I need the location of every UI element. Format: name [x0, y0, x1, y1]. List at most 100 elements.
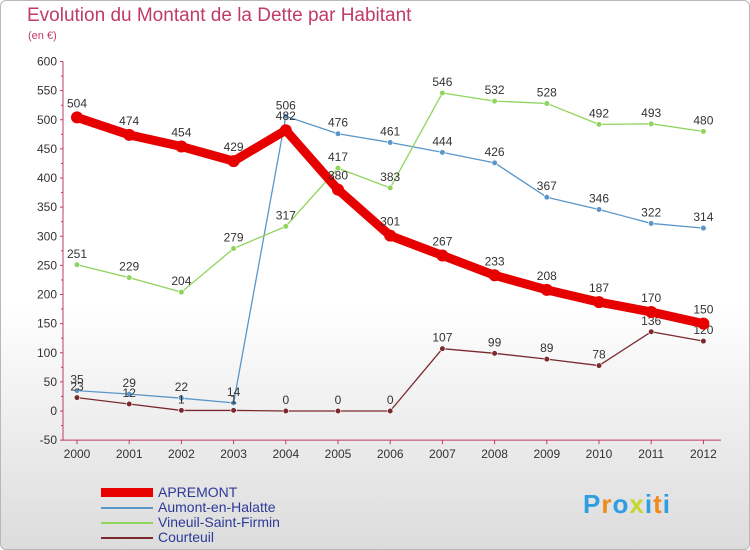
logo-letter: o	[612, 489, 630, 519]
legend-label: Vineuil-Saint-Firmin	[158, 514, 280, 530]
y-tick-label: 450	[37, 142, 57, 156]
data-label: 367	[537, 179, 557, 193]
legend-swatch	[101, 488, 153, 497]
data-point	[645, 305, 658, 318]
data-point	[491, 98, 498, 105]
data-point	[439, 345, 446, 352]
data-label: 317	[276, 208, 296, 222]
data-point	[334, 407, 342, 415]
data-label: 89	[540, 341, 554, 355]
x-tick-label: 2001	[116, 447, 143, 461]
data-point	[73, 387, 81, 394]
data-label: 546	[432, 75, 452, 89]
data-label: 107	[432, 331, 452, 345]
data-point	[700, 338, 707, 345]
data-point	[279, 124, 292, 137]
data-point	[543, 194, 550, 201]
data-point	[126, 391, 133, 398]
data-label: 0	[282, 393, 289, 407]
legend-swatch	[101, 507, 153, 509]
data-label: 1	[178, 392, 185, 406]
data-label: 474	[119, 114, 139, 128]
data-label: 380	[328, 169, 348, 183]
x-tick-label: 2000	[64, 447, 91, 461]
data-label: 279	[224, 230, 244, 244]
x-tick-label: 2009	[533, 447, 560, 461]
logo-letter: i	[662, 489, 671, 519]
x-tick-label: 2008	[481, 447, 508, 461]
x-tick-label: 2005	[325, 447, 352, 461]
data-point	[595, 206, 603, 213]
data-point	[123, 128, 136, 141]
data-point	[595, 362, 603, 369]
y-tick-label: 300	[37, 229, 57, 243]
data-label: 204	[171, 274, 191, 288]
data-point	[230, 245, 237, 252]
data-point	[282, 407, 289, 415]
data-label: 480	[693, 113, 713, 127]
data-label: 99	[488, 335, 502, 349]
data-point	[178, 395, 185, 402]
data-label: 429	[224, 140, 244, 154]
data-point	[334, 164, 342, 172]
data-point	[491, 159, 498, 166]
data-point	[332, 183, 344, 196]
data-point	[178, 407, 185, 414]
data-point	[71, 111, 83, 124]
data-label: 322	[641, 205, 661, 219]
x-tick-label: 2006	[377, 447, 404, 461]
data-point	[230, 407, 237, 414]
data-point	[334, 130, 342, 137]
x-tick-label: 2004	[272, 447, 299, 461]
data-point	[175, 140, 188, 153]
data-point	[230, 399, 237, 406]
x-tick-label: 2002	[168, 447, 195, 461]
data-point	[384, 229, 397, 242]
data-point	[595, 121, 603, 128]
logo-letter: i	[644, 489, 654, 519]
data-label: 301	[380, 215, 400, 229]
y-tick-label: 200	[37, 288, 57, 302]
y-tick-label: 150	[37, 317, 57, 331]
y-tick-label: 400	[37, 171, 57, 185]
data-point	[648, 120, 655, 127]
data-point	[439, 89, 446, 97]
data-label: 12	[123, 386, 137, 400]
data-label: 426	[485, 145, 505, 159]
data-label: 532	[485, 83, 505, 97]
data-label: 23	[70, 380, 84, 394]
legend-swatch	[101, 522, 153, 524]
series-line	[76, 115, 705, 404]
data-point	[648, 220, 655, 227]
data-label: 14	[227, 385, 241, 399]
data-label: 78	[592, 348, 606, 362]
data-point	[439, 149, 446, 156]
chart-subtitle: (en €)	[28, 30, 57, 42]
data-label: 208	[537, 269, 557, 283]
logo-letter: r	[601, 489, 613, 519]
data-label: 150	[693, 303, 713, 317]
series-line	[76, 92, 705, 293]
data-point	[126, 274, 133, 281]
y-tick-label: 500	[37, 113, 57, 127]
data-point	[387, 184, 394, 192]
data-label: 444	[432, 134, 452, 148]
x-tick-label: 2003	[220, 447, 247, 461]
data-point	[491, 350, 498, 357]
y-tick-label: 350	[37, 200, 57, 214]
logo-letter: x	[629, 489, 645, 519]
legend-label: Courteuil	[158, 529, 215, 545]
logo-letter: P	[583, 489, 602, 519]
data-label: 29	[123, 376, 137, 390]
y-tick-label: 0	[50, 404, 57, 418]
data-label: 22	[175, 380, 189, 394]
y-tick-label: 50	[44, 375, 58, 389]
data-label: 476	[328, 116, 348, 130]
data-point	[282, 113, 289, 120]
data-point	[648, 328, 655, 335]
data-point	[543, 100, 550, 107]
y-tick-label: 100	[37, 346, 57, 360]
data-label: 504	[67, 96, 87, 110]
